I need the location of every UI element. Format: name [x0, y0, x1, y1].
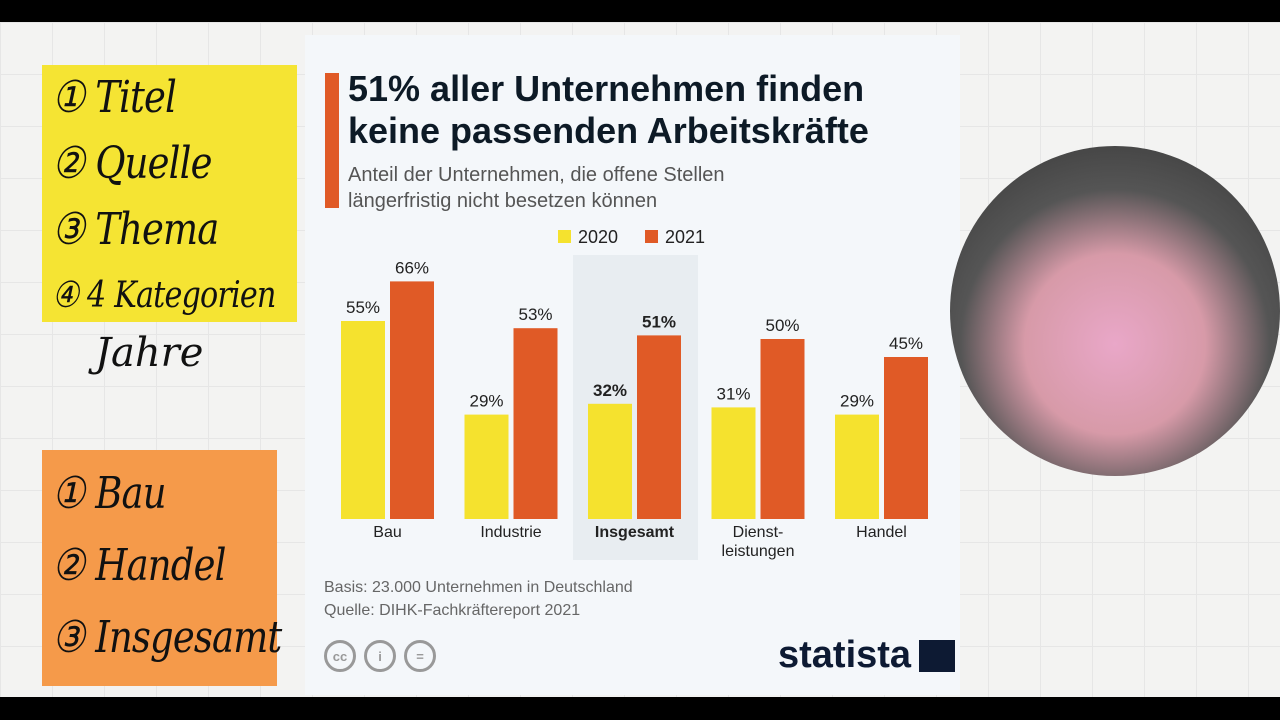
category-label: Dienst-	[733, 524, 784, 541]
legend-swatch	[558, 230, 571, 243]
bar-2021	[760, 339, 805, 519]
bar-2020	[835, 414, 879, 519]
bar-2021	[513, 328, 558, 519]
chart-footer: Basis: 23.000 Unternehmen in Deutschland…	[324, 576, 633, 622]
note-line: ② Quelle	[52, 138, 213, 189]
category-label: leistungen	[722, 543, 795, 560]
note-line: ① Bau	[52, 468, 167, 519]
attribution-icon: i	[364, 640, 396, 672]
legend-swatch	[645, 230, 658, 243]
data-label: 31%	[716, 384, 750, 403]
basis-text: Basis: 23.000 Unternehmen in Deutschland	[324, 579, 633, 596]
data-label: 53%	[518, 305, 552, 324]
data-label: 66%	[395, 258, 429, 277]
bar-2020	[711, 407, 756, 519]
data-label: 45%	[889, 334, 923, 353]
category-label: Handel	[856, 524, 907, 541]
sticky-note-orange[interactable]: ① Bau ② Handel ③ Insgesamt	[42, 450, 282, 686]
note-line: ④ 4 Kategorien	[52, 275, 276, 316]
note-line: ② Handel	[52, 540, 226, 591]
note-line: ③ Insgesamt	[52, 612, 282, 663]
data-label: 29%	[840, 392, 874, 411]
note-line: ③ Thema	[52, 204, 219, 255]
bar-2021	[637, 335, 681, 519]
bar-2020	[341, 321, 385, 519]
data-label: 55%	[346, 298, 380, 317]
statista-logo: statista	[778, 634, 956, 677]
title-accent-bar	[325, 73, 339, 208]
data-label: 32%	[593, 381, 627, 400]
bar-2021	[884, 357, 928, 519]
bar-2020	[588, 403, 632, 519]
source-text: Quelle: DIHK-Fachkräftereport 2021	[324, 602, 581, 619]
category-label: Insgesamt	[595, 524, 675, 541]
legend-label: 2021	[665, 227, 705, 247]
data-label: 51%	[642, 312, 676, 331]
brand-text: statista	[778, 634, 912, 676]
legend-label: 2020	[578, 227, 618, 247]
no-derivatives-icon: =	[404, 640, 436, 672]
bar-2021	[390, 281, 434, 519]
bar-2020	[464, 414, 509, 519]
sticky-note-yellow[interactable]: ① Titel ② Quelle ③ Thema ④ 4 Kategorien	[42, 65, 297, 322]
cc-icon: cc	[324, 640, 356, 672]
license-icons: cc i =	[324, 640, 436, 672]
category-label: Bau	[373, 524, 401, 541]
category-label: Industrie	[480, 524, 541, 541]
data-label: 50%	[765, 316, 799, 335]
bar-chart: 2020 2021 55% 66% Bau 29% 53% Industrie 32% 51% In…	[341, 227, 928, 560]
statista-logo-icon	[919, 639, 956, 672]
webcam-presenter	[950, 146, 1280, 476]
note-line: ① Titel	[52, 72, 177, 123]
chart-subtitle: Anteil der Unternehmen, die offene Stell…	[348, 164, 725, 212]
chart-title: 51% aller Unternehmen finden keine passe…	[348, 68, 869, 151]
handwritten-jahre: Jahre	[95, 330, 204, 376]
data-label: 29%	[469, 392, 503, 411]
